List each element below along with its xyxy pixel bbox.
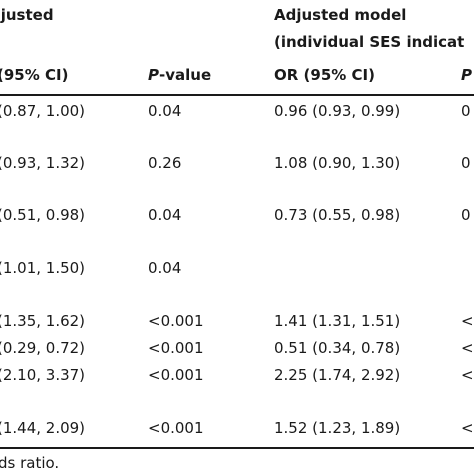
table-row-3-p-left: 0.04 bbox=[148, 206, 182, 224]
table-footnote: ds ratio. bbox=[0, 454, 60, 472]
table-row-7-or-right: 2.25 (1.74, 2.92) bbox=[274, 366, 401, 384]
bottom-rule bbox=[0, 447, 474, 449]
table-row-1-p-left: 0.04 bbox=[148, 102, 182, 120]
table-row-1-or-right: 0.96 (0.93, 0.99) bbox=[274, 102, 401, 120]
table-row-7-ci-left: (2.10, 3.37) bbox=[0, 366, 86, 384]
header-group-adjusted-line1: Adjusted model bbox=[274, 6, 407, 24]
table-row-3-ci-left: (0.51, 0.98) bbox=[0, 206, 86, 224]
table-row-6-ci-left: (0.29, 0.72) bbox=[0, 339, 86, 357]
table-row-8-or-right: 1.52 (1.23, 1.89) bbox=[274, 419, 401, 437]
table-row-5-p-right: < bbox=[461, 312, 474, 330]
column-header-ci-left: (95% CI) bbox=[0, 66, 68, 84]
table-row-2-p-left: 0.26 bbox=[148, 154, 182, 172]
table-row-8-p-left: <0.001 bbox=[148, 419, 204, 437]
table-row-5-ci-left: (1.35, 1.62) bbox=[0, 312, 86, 330]
table-row-4-ci-left: (1.01, 1.50) bbox=[0, 259, 86, 277]
table-row-2-p-right: 0 bbox=[461, 154, 471, 172]
header-group-unadjusted: djusted bbox=[0, 6, 54, 24]
table-row-1-p-right: 0 bbox=[461, 102, 471, 120]
table-row-1-ci-left: (0.87, 1.00) bbox=[0, 102, 86, 120]
column-header-ci-left-text: 95% CI) bbox=[3, 66, 69, 84]
column-header-or-right: OR (95% CI) bbox=[274, 66, 375, 84]
table-row-7-p-left: <0.001 bbox=[148, 366, 204, 384]
table-row-2-ci-left: (0.93, 1.32) bbox=[0, 154, 86, 172]
table-row-2-or-right: 1.08 (0.90, 1.30) bbox=[274, 154, 401, 172]
table-row-5-p-left: <0.001 bbox=[148, 312, 204, 330]
table-row-3-or-right: 0.73 (0.55, 0.98) bbox=[274, 206, 401, 224]
table-row-4-p-left: 0.04 bbox=[148, 259, 182, 277]
table-row-6-p-right: < bbox=[461, 339, 474, 357]
column-header-p-left-rest: -value bbox=[159, 66, 212, 84]
column-header-p-right: P bbox=[461, 66, 472, 84]
table-row-3-p-right: 0 bbox=[461, 206, 471, 224]
table-row-6-or-right: 0.51 (0.34, 0.78) bbox=[274, 339, 401, 357]
table-row-6-p-left: <0.001 bbox=[148, 339, 204, 357]
header-rule bbox=[0, 94, 474, 96]
column-header-p-left: P-value bbox=[148, 66, 211, 84]
table-row-5-or-right: 1.41 (1.31, 1.51) bbox=[274, 312, 401, 330]
table-row-8-p-right: < bbox=[461, 419, 474, 437]
table-row-8-ci-left: (1.44, 2.09) bbox=[0, 419, 86, 437]
column-header-p-left-italic: P bbox=[148, 66, 159, 84]
table-row-7-p-right: < bbox=[461, 366, 474, 384]
header-group-adjusted-line2: (individual SES indicat bbox=[274, 33, 465, 51]
